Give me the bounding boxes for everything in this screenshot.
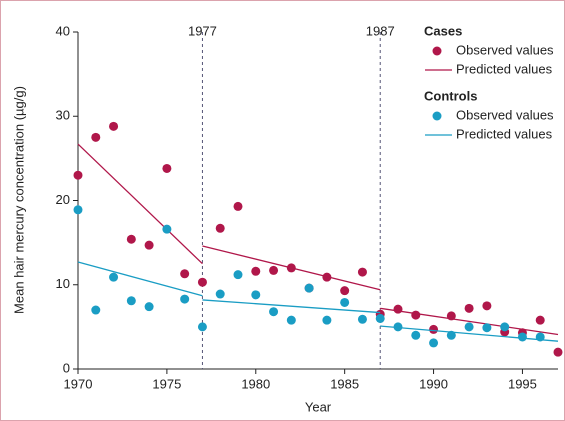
- x-tick-label: 1985: [330, 376, 359, 391]
- observed-point: [215, 223, 225, 233]
- observed-point: [322, 315, 332, 325]
- observed-point: [233, 201, 243, 211]
- predicted-line: [77, 261, 203, 297]
- observed-point: [197, 322, 207, 332]
- legend-marker: [432, 46, 442, 56]
- observed-point: [429, 338, 439, 348]
- observed-point: [500, 322, 510, 332]
- y-tick-label: 10: [56, 276, 70, 291]
- observed-point: [269, 265, 279, 275]
- legend-group-title: Cases: [424, 23, 462, 38]
- observed-point: [340, 297, 350, 307]
- observed-point: [73, 205, 83, 215]
- legend-label: Predicted values: [456, 126, 553, 141]
- observed-point: [109, 121, 119, 131]
- legend-group-title: Controls: [424, 88, 477, 103]
- observed-point: [393, 322, 403, 332]
- observed-point: [162, 224, 172, 234]
- observed-point: [109, 272, 119, 282]
- observed-point: [144, 302, 154, 312]
- x-tick-label: 1975: [152, 376, 181, 391]
- legend-label: Predicted values: [456, 61, 553, 76]
- observed-point: [446, 330, 456, 340]
- observed-point: [126, 296, 136, 306]
- observed-point: [340, 286, 350, 296]
- observed-point: [251, 266, 261, 276]
- observed-point: [269, 307, 279, 317]
- observed-point: [375, 313, 385, 323]
- observed-point: [535, 315, 545, 325]
- legend-label: Observed values: [456, 42, 554, 57]
- observed-point: [411, 310, 421, 320]
- observed-point: [286, 263, 296, 273]
- y-tick-label: 40: [56, 23, 70, 38]
- observed-point: [197, 277, 207, 287]
- observed-point: [322, 272, 332, 282]
- x-tick-label: 1990: [419, 376, 448, 391]
- predicted-line: [202, 299, 381, 314]
- observed-point: [482, 323, 492, 333]
- observed-point: [446, 311, 456, 321]
- observed-point: [482, 301, 492, 311]
- observed-point: [91, 132, 101, 142]
- legend-marker: [432, 111, 442, 121]
- legend-label: Observed values: [456, 107, 554, 122]
- observed-point: [180, 294, 190, 304]
- x-tick-label: 1995: [508, 376, 537, 391]
- predicted-line: [77, 143, 203, 265]
- predicted-line: [380, 325, 559, 342]
- observed-point: [233, 270, 243, 280]
- observed-point: [464, 303, 474, 313]
- observed-point: [357, 314, 367, 324]
- x-tick-label: 1980: [241, 376, 270, 391]
- predicted-line: [380, 307, 559, 336]
- y-tick-label: 30: [56, 108, 70, 123]
- observed-point: [215, 289, 225, 299]
- observed-point: [251, 290, 261, 300]
- observed-point: [180, 269, 190, 279]
- x-tick-label: 1970: [64, 376, 93, 391]
- observed-point: [464, 322, 474, 332]
- observed-point: [162, 163, 172, 173]
- observed-point: [535, 332, 545, 342]
- observed-point: [429, 324, 439, 334]
- observed-point: [91, 305, 101, 315]
- breakpoint-label: 1987: [366, 23, 395, 38]
- observed-point: [304, 283, 314, 293]
- y-tick-label: 0: [63, 360, 70, 375]
- y-tick-label: 20: [56, 192, 70, 207]
- breakpoint-label: 1977: [188, 23, 217, 38]
- x-axis-label: Year: [305, 399, 332, 414]
- observed-point: [553, 347, 563, 357]
- observed-point: [411, 330, 421, 340]
- y-axis-label: Mean hair mercury concentration (µg/g): [11, 86, 26, 314]
- observed-point: [126, 234, 136, 244]
- observed-point: [144, 240, 154, 250]
- observed-point: [393, 304, 403, 314]
- observed-point: [73, 170, 83, 180]
- observed-point: [357, 267, 367, 277]
- observed-point: [286, 315, 296, 325]
- observed-point: [517, 332, 527, 342]
